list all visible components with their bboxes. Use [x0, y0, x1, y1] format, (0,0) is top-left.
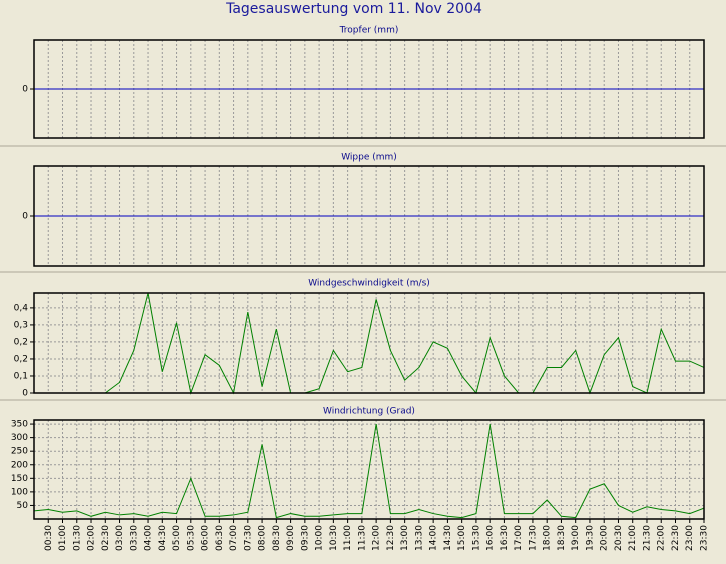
- x-tick-label: 05:00: [172, 525, 182, 551]
- x-tick-label: 14:30: [443, 525, 453, 551]
- x-tick-label: 15:30: [471, 525, 481, 551]
- panel-title: Tropfer (mm): [339, 26, 399, 36]
- x-tick-label: 06:00: [201, 525, 211, 551]
- x-tick-label: 17:00: [514, 525, 524, 551]
- x-tick-label: 22:30: [671, 525, 681, 551]
- y-tick-label: 350: [11, 420, 28, 430]
- x-tick-label: 18:30: [557, 525, 567, 551]
- y-tick-label: 150: [11, 474, 28, 484]
- x-tick-label: 07:30: [243, 525, 253, 551]
- y-tick-label: 250: [11, 447, 28, 457]
- y-tick-label: 0,2: [14, 337, 28, 347]
- x-tick-label: 15:00: [457, 525, 467, 551]
- x-tick-label: 04:00: [144, 525, 154, 551]
- x-tick-label: 23:00: [685, 525, 695, 551]
- x-tick-label: 18:00: [543, 525, 553, 551]
- x-tick-label: 06:30: [215, 525, 225, 551]
- x-tick-label: 09:00: [286, 525, 296, 551]
- x-tick-label: 20:00: [600, 525, 610, 551]
- data-line: [33, 423, 705, 519]
- data-line: [34, 292, 705, 395]
- x-tick-label: 16:00: [486, 525, 496, 551]
- x-tick-label: 12:30: [386, 525, 396, 551]
- y-tick-label: 0: [22, 389, 28, 399]
- x-tick-label: 19:00: [571, 525, 581, 551]
- x-tick-label: 09:30: [300, 525, 310, 551]
- plot-area: [34, 293, 704, 393]
- y-tick-label: 0,2: [14, 354, 28, 364]
- x-tick-label: 00:30: [44, 525, 54, 551]
- y-tick-label: 0: [22, 212, 28, 222]
- x-tick-label: 08:00: [258, 525, 268, 551]
- y-tick-label: 0,4: [14, 303, 29, 313]
- x-tick-label: 01:00: [58, 525, 68, 551]
- y-tick-label: 100: [11, 487, 28, 497]
- x-tick-label: 23:30: [700, 525, 710, 551]
- panel-title: Windgeschwindigkeit (m/s): [308, 279, 430, 289]
- x-tick-label: 14:00: [429, 525, 439, 551]
- x-tick-label: 21:00: [628, 525, 638, 551]
- x-tick-label: 22:00: [657, 525, 667, 551]
- panel-title: Windrichtung (Grad): [323, 407, 415, 417]
- x-tick-label: 16:30: [500, 525, 510, 551]
- x-tick-label: 10:30: [329, 525, 339, 551]
- y-tick-label: 200: [11, 460, 28, 470]
- x-tick-label: 05:30: [186, 525, 196, 551]
- x-tick-label: 03:00: [115, 525, 125, 551]
- y-tick-label: 0,1: [14, 371, 28, 381]
- y-tick-label: 50: [17, 501, 29, 511]
- x-tick-label: 10:00: [315, 525, 325, 551]
- x-tick-label: 04:30: [158, 525, 168, 551]
- x-tick-label: 13:30: [414, 525, 424, 551]
- plot-border: [33, 292, 705, 394]
- x-tick-label: 08:30: [272, 525, 282, 551]
- x-tick-label: 11:00: [343, 525, 353, 551]
- x-tick-label: 17:30: [528, 525, 538, 551]
- x-tick-label: 11:30: [357, 525, 367, 551]
- y-tick-label: 300: [11, 433, 28, 443]
- page-title: Tagesauswertung vom 11. Nov 2004: [225, 1, 482, 17]
- x-tick-label: 01:30: [72, 525, 82, 551]
- x-tick-label: 21:30: [642, 525, 652, 551]
- x-tick-label: 13:00: [400, 525, 410, 551]
- x-tick-label: 02:00: [87, 525, 97, 551]
- x-tick-label: 03:30: [129, 525, 139, 551]
- y-tick-label: 0: [22, 85, 28, 95]
- y-tick-label: 0,3: [14, 320, 28, 330]
- panel-title: Wippe (mm): [341, 153, 397, 163]
- plot-border: [33, 39, 705, 139]
- x-tick-label: 07:00: [229, 525, 239, 551]
- plot-border: [33, 419, 705, 520]
- x-tick-label: 20:30: [614, 525, 624, 551]
- plot-border: [33, 165, 705, 267]
- x-tick-label: 19:30: [585, 525, 595, 551]
- x-tick-label: 12:00: [372, 525, 382, 551]
- x-tick-label: 02:30: [101, 525, 111, 551]
